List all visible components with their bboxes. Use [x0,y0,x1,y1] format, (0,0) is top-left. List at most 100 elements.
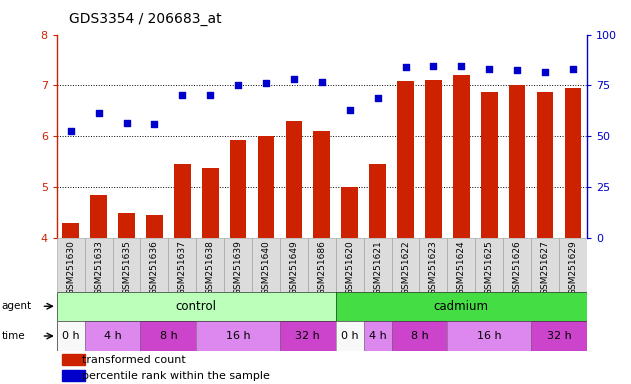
Point [317,79,327,85]
Bar [397,81,414,238]
Bar [475,238,503,292]
Bar [168,238,196,292]
Point [345,107,355,113]
Point [122,119,132,126]
Text: GSM251638: GSM251638 [206,240,215,295]
Bar [62,223,79,238]
Bar [280,238,308,292]
Text: 4 h: 4 h [103,331,121,341]
Bar [202,168,218,238]
Bar [90,195,107,238]
Text: GDS3354 / 206683_at: GDS3354 / 206683_at [69,12,222,25]
Bar [224,238,252,292]
Bar [257,136,274,238]
Text: 8 h: 8 h [411,331,428,341]
Bar [118,213,135,238]
Bar [509,86,526,238]
Text: GSM251637: GSM251637 [178,240,187,295]
Bar [420,238,447,292]
Text: GSM251627: GSM251627 [541,240,550,295]
Bar [392,321,447,351]
Text: GSM251629: GSM251629 [569,240,577,295]
Text: GSM251620: GSM251620 [345,240,354,295]
Text: time: time [1,331,25,341]
Point [93,110,103,116]
Bar [559,238,587,292]
Text: GSM251686: GSM251686 [317,240,326,295]
Text: GSM251635: GSM251635 [122,240,131,295]
Bar [62,354,85,365]
Bar [141,321,196,351]
Bar [57,292,336,321]
Bar [447,238,475,292]
Bar [565,88,581,238]
Bar [341,187,358,238]
Point [456,63,466,69]
Text: percentile rank within the sample: percentile rank within the sample [82,371,270,381]
Point [512,67,522,73]
Bar [363,321,392,351]
Point [568,66,578,72]
Point [540,69,550,75]
Bar [314,131,330,238]
Bar [425,80,442,238]
Bar [531,321,587,351]
Text: 0 h: 0 h [62,331,80,341]
Bar [85,321,141,351]
Point [372,95,382,101]
Point [289,76,299,83]
Bar [174,164,191,238]
Bar [230,141,247,238]
Text: GSM251626: GSM251626 [512,240,522,295]
Bar [146,215,163,238]
Bar [369,164,386,238]
Bar [112,238,141,292]
Text: 16 h: 16 h [477,331,502,341]
Text: control: control [176,300,217,313]
Text: cadmium: cadmium [433,300,489,313]
Text: GSM251630: GSM251630 [66,240,75,295]
Text: GSM251633: GSM251633 [94,240,103,295]
Text: 16 h: 16 h [226,331,251,341]
Point [484,66,494,72]
Bar [336,238,363,292]
Text: 8 h: 8 h [160,331,177,341]
Text: GSM251636: GSM251636 [150,240,159,295]
Bar [336,292,587,321]
Text: 4 h: 4 h [369,331,386,341]
Bar [141,238,168,292]
Text: GSM251623: GSM251623 [429,240,438,295]
Bar [531,238,559,292]
Text: agent: agent [1,301,32,311]
Bar [536,92,553,238]
Text: GSM251625: GSM251625 [485,240,493,295]
Text: 32 h: 32 h [295,331,321,341]
Point [401,63,411,70]
Text: 32 h: 32 h [546,331,571,341]
Bar [280,321,336,351]
Bar [447,321,531,351]
Text: GSM251649: GSM251649 [290,240,298,295]
Bar [286,121,302,238]
Point [261,80,271,86]
Bar [196,238,224,292]
Text: GSM251640: GSM251640 [261,240,271,295]
Bar [196,321,280,351]
Point [233,83,243,89]
Text: GSM251639: GSM251639 [233,240,242,295]
Bar [62,370,85,381]
Bar [392,238,420,292]
Point [205,91,215,98]
Bar [453,75,469,238]
Bar [252,238,280,292]
Text: GSM251624: GSM251624 [457,240,466,295]
Point [428,63,439,69]
Bar [336,321,363,351]
Bar [57,321,85,351]
Text: GSM251622: GSM251622 [401,240,410,295]
Text: 0 h: 0 h [341,331,358,341]
Bar [308,238,336,292]
Point [150,121,160,127]
Point [177,91,187,98]
Bar [85,238,112,292]
